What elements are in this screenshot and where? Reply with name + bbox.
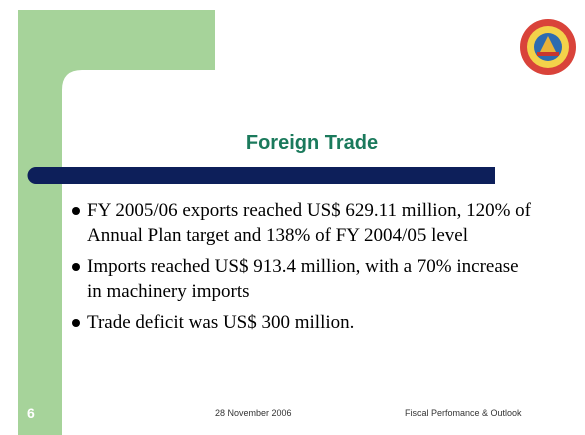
- title-rule: [27, 167, 496, 184]
- slide-number: 6: [27, 405, 35, 421]
- bullet-list: FY 2005/06 exports reached US$ 629.11 mi…: [70, 198, 532, 341]
- footer-date: 28 November 2006: [215, 408, 292, 418]
- bullet: FY 2005/06 exports reached US$ 629.11 mi…: [70, 198, 532, 248]
- slide-title: Foreign Trade: [245, 132, 379, 154]
- footer-caption: Fiscal Perfomance & Outlook: [405, 408, 522, 418]
- green-band: [18, 10, 215, 435]
- bullet: Trade deficit was US$ 300 million.: [70, 310, 532, 335]
- bullet: Imports reached US$ 913.4 million, with …: [70, 254, 532, 304]
- emblem: [520, 19, 576, 75]
